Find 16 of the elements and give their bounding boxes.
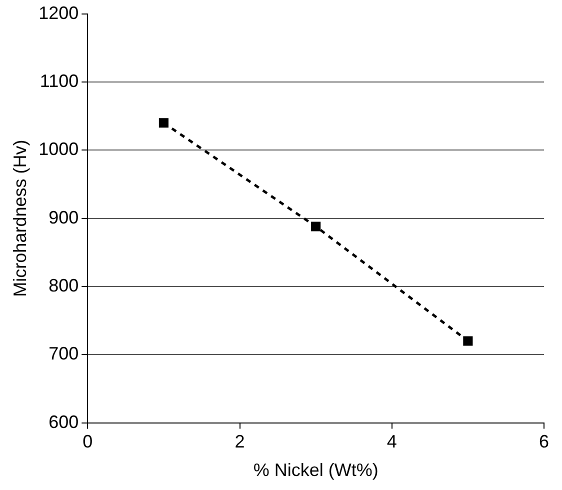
y-tick-label: 1000: [38, 139, 79, 160]
y-tick-label: 700: [48, 344, 79, 364]
x-tick-label: 0: [82, 432, 93, 452]
point: [463, 336, 473, 346]
y-axis-title: Microhardness (Hv): [10, 140, 30, 297]
x-axis-title: % Nickel (Wt%): [253, 460, 378, 480]
y-tick-label: 800: [48, 275, 79, 296]
x-tick-label: 2: [234, 432, 245, 452]
x-tick-label: 6: [538, 432, 550, 452]
point: [311, 222, 321, 232]
x-tick-label: 4: [386, 432, 397, 452]
y-tick-label: 1200: [38, 2, 79, 23]
point: [158, 118, 168, 128]
y-tick-label: 1100: [40, 70, 79, 91]
y-tick-label: 600: [48, 412, 79, 432]
y-tick-label: 900: [48, 207, 79, 228]
